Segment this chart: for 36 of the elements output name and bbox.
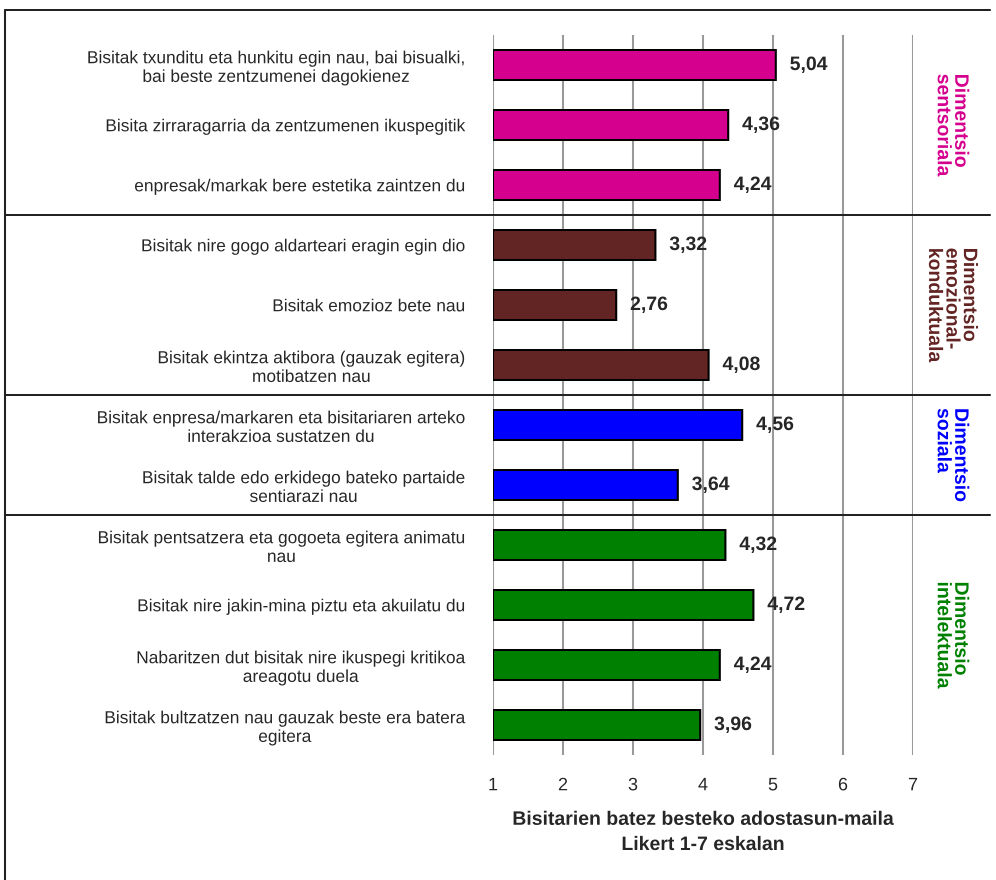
x-tick-label: 2 (558, 778, 568, 790)
data-label: 4,72 (768, 596, 804, 614)
data-label: 3,64 (692, 476, 730, 494)
y-tick-label: Nabaritzen dut bisitak nire ikuspegi kritikoa areagotu duela (138, 650, 466, 686)
text: Dimentsio intelektuala (938, 582, 970, 689)
data-label: 3,96 (714, 716, 752, 734)
y-tick-label: enpresak/markak bere estetika zaintzen du (134, 178, 464, 195)
data-label: 4,24 (734, 176, 772, 194)
x-tick-label: 6 (838, 778, 848, 790)
text: Dimentsio emozional- konduktuala (928, 248, 978, 362)
x-tick-label: 4 (698, 778, 708, 790)
y-tick-label: Bisitak nire gogo aldarteari eragin egin dio (142, 238, 465, 255)
data-label: 3,32 (670, 236, 706, 254)
data-label: 2,76 (630, 296, 668, 314)
x-tick-label: 7 (908, 778, 918, 790)
y-tick-label: Bisitak enpresa/markaren eta bisitariaren arteko interakzioa sustatzen du (98, 410, 465, 442)
y-tick-label: Bisitak emozioz bete nau (274, 298, 464, 312)
y-tick-label: Bisitak pentsatzera eta gogoeta egitera animatu nau (98, 530, 464, 562)
x-tick-label: 5 (768, 778, 778, 790)
data-label: 4,56 (756, 416, 794, 434)
x-axis-title: Bisitarien batez besteko adostasun-maila Likert 1-7 eskalan (514, 810, 894, 850)
text: Dimentsio soziala (938, 408, 970, 502)
data-label: 4,32 (740, 536, 776, 554)
data-label: 5,04 (790, 56, 828, 74)
y-tick-label: Bisitak nire jakin-mina piztu eta akuilatu du (138, 598, 464, 615)
text: Dimentsio sentsoriala (938, 74, 970, 176)
y-tick-label: Bisitak txunditu eta hunkitu egin nau, bai bisualki, bai beste zentzumenei dagokienez (88, 50, 464, 86)
data-label: 4,08 (722, 356, 760, 374)
x-tick-label: 3 (628, 778, 638, 790)
y-tick-label: Bisitak talde edo erkidego bateko partaide sentiarazi nau (143, 470, 464, 502)
data-label: 4,36 (742, 116, 780, 134)
data-label: 4,24 (734, 656, 772, 674)
y-tick-label: Bisita zirraragarria da zentzumenen ikuspegitik (106, 118, 466, 135)
x-tick-label: 1 (489, 778, 498, 790)
y-tick-label: Bisitak bultzatzen nau gauzak beste era batera egitera (106, 710, 466, 746)
y-tick-label: Bisitak ekintza aktibora (gauzak egitera) motibatzen nau (158, 350, 464, 382)
